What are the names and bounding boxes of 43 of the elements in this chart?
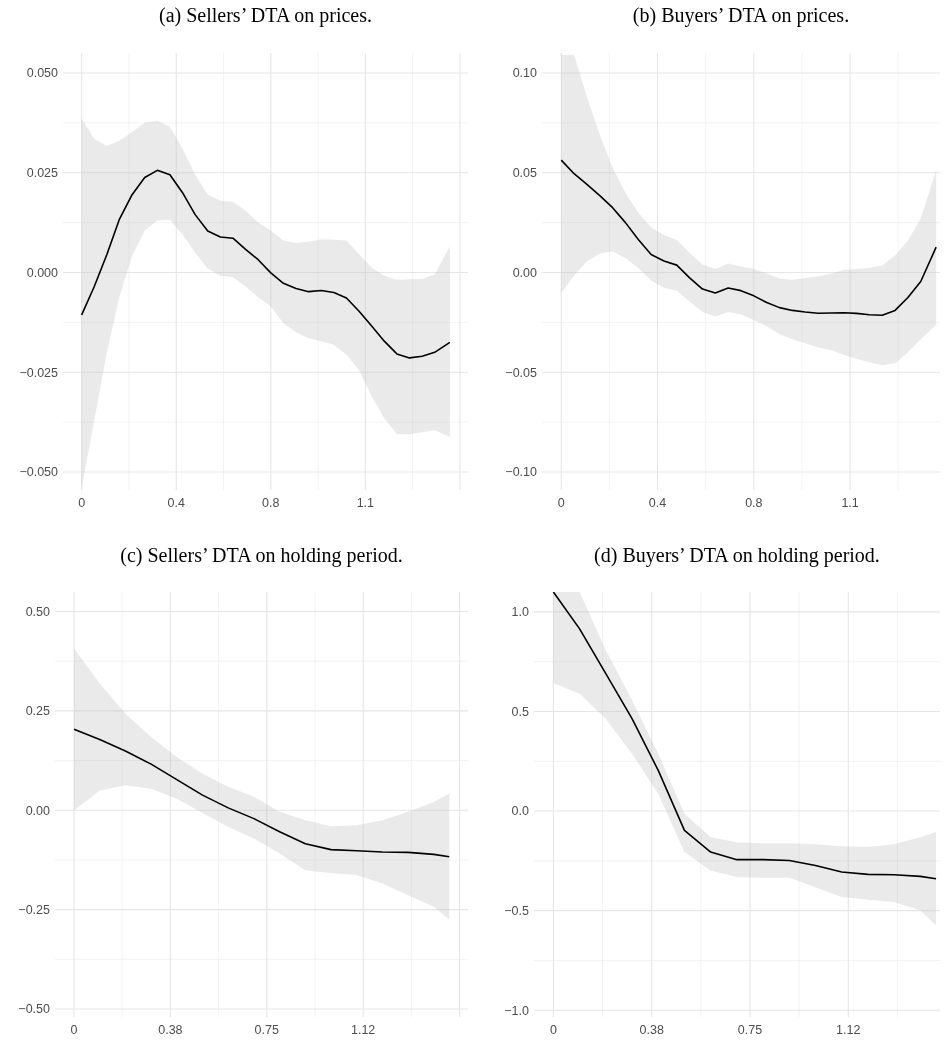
y-tick-label: −0.10 bbox=[505, 465, 538, 480]
y-tick-label: −0.050 bbox=[19, 465, 59, 480]
y-tick-label: 0.5 bbox=[511, 704, 530, 719]
y-tick-label: 0.05 bbox=[512, 166, 538, 181]
x-tick-label: 0.38 bbox=[639, 1023, 664, 1037]
y-tick-label: 0.025 bbox=[26, 166, 59, 181]
y-tick-label: −0.25 bbox=[18, 903, 51, 918]
y-tick-label: −1.0 bbox=[504, 1003, 530, 1018]
x-tick-label: 1.1 bbox=[841, 496, 859, 510]
y-tick-label: 0.000 bbox=[26, 265, 59, 280]
x-tick-label: 0.4 bbox=[648, 496, 667, 510]
y-tick-label: 0.050 bbox=[26, 66, 59, 81]
x-tick-label: 1.12 bbox=[350, 1023, 376, 1037]
x-tick-label: 1.12 bbox=[836, 1023, 861, 1037]
x-tick-label: 1.1 bbox=[356, 496, 375, 510]
chart-title: (b) Buyers’ DTA on prices. bbox=[632, 4, 850, 27]
x-tick-label: 0 bbox=[557, 496, 565, 510]
chart-title: (c) Sellers’ DTA on holding period. bbox=[120, 544, 403, 567]
x-tick-label: 0.75 bbox=[737, 1023, 763, 1037]
y-tick-label: −0.025 bbox=[19, 365, 59, 380]
y-tick-label: −0.5 bbox=[504, 904, 530, 919]
y-tick-label: 0.0 bbox=[511, 804, 530, 819]
x-tick-label: 0.8 bbox=[745, 496, 763, 510]
y-tick-label: 1.0 bbox=[511, 605, 530, 620]
x-tick-label: 0 bbox=[549, 1023, 557, 1037]
y-tick-label: 0.00 bbox=[25, 803, 51, 818]
y-tick-label: 0.25 bbox=[25, 704, 51, 719]
x-tick-label: 0.75 bbox=[254, 1023, 279, 1037]
line-series bbox=[73, 728, 451, 858]
line-series bbox=[80, 169, 451, 359]
x-tick-label: 0 bbox=[70, 1023, 78, 1037]
x-tick-label: 0.8 bbox=[262, 496, 280, 510]
y-tick-label: 0.10 bbox=[512, 66, 538, 81]
line-series bbox=[560, 159, 937, 316]
x-tick-label: 0 bbox=[78, 496, 86, 510]
chart-title: (a) Sellers’ DTA on prices. bbox=[159, 4, 372, 27]
chart-title: (d) Buyers’ DTA on holding period. bbox=[594, 544, 880, 567]
y-tick-label: 0.50 bbox=[25, 604, 51, 619]
y-tick-label: −0.50 bbox=[18, 1002, 51, 1017]
x-tick-label: 0.38 bbox=[158, 1023, 183, 1037]
y-tick-label: 0.00 bbox=[512, 265, 538, 280]
y-tick-label: −0.05 bbox=[505, 365, 538, 380]
x-tick-label: 0.4 bbox=[167, 496, 185, 510]
